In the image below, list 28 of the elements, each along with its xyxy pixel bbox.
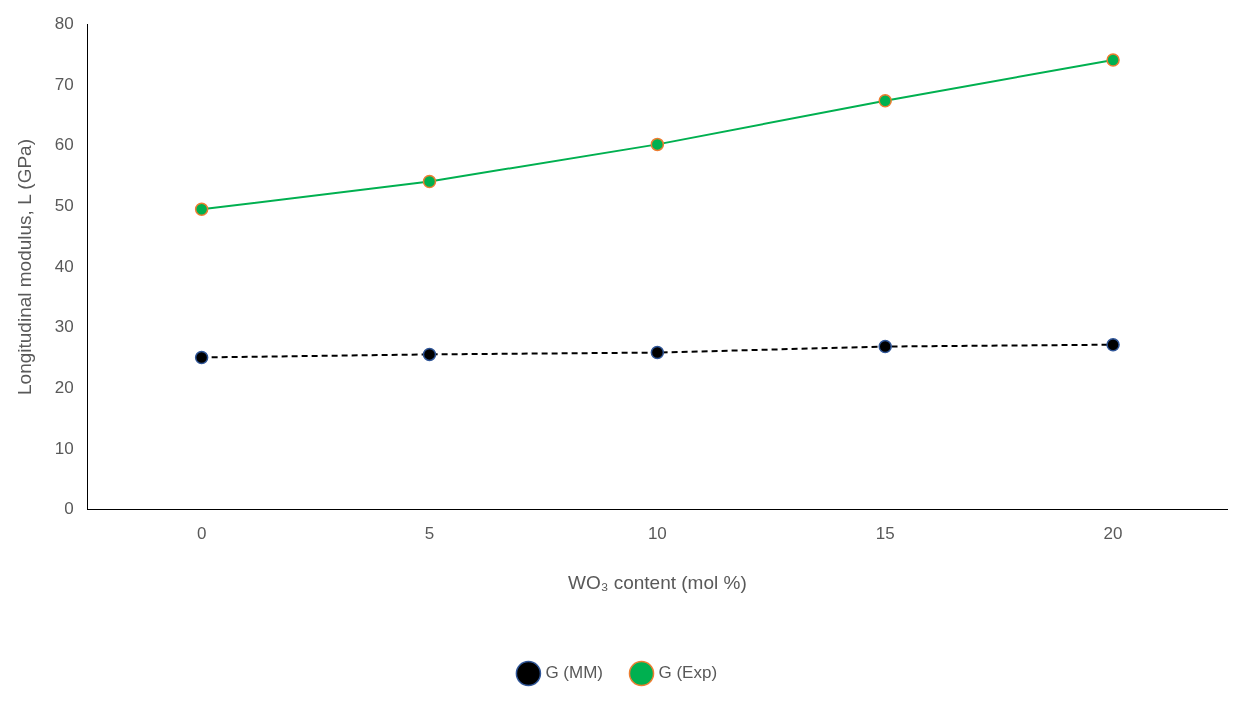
x-tick-label: 5 [424,523,435,543]
y-tick-label: 50 [54,195,74,215]
x-tick-label: 15 [875,523,895,543]
point [1106,337,1120,352]
y-tick-label: 0 [64,499,74,519]
y-tick-label: 30 [54,317,74,337]
y-tick-label: 10 [54,438,74,458]
point [422,347,437,362]
x-tick-label: 0 [196,523,207,543]
x-axis-title: WO₃ content (mol %) [567,571,747,593]
point [650,345,665,360]
point [650,137,665,152]
y-axis-title: Longitudinal modulus, L (GPa) [13,139,35,395]
y-tick-label: 40 [54,256,74,276]
y-tick-label: 20 [54,378,74,398]
y-tick-label: 70 [54,74,74,94]
point [878,339,892,354]
y-tick-label: 60 [54,135,74,155]
point [1106,53,1120,67]
legend-label: G (MM) [545,663,604,683]
x-tick-label: 10 [647,523,667,543]
point [194,350,209,365]
legend-label: G (Exp) [658,663,718,683]
point [194,202,209,217]
point [422,174,437,189]
y-tick-label: 80 [54,13,74,33]
x-tick-label: 20 [1103,523,1123,543]
point [878,93,892,108]
